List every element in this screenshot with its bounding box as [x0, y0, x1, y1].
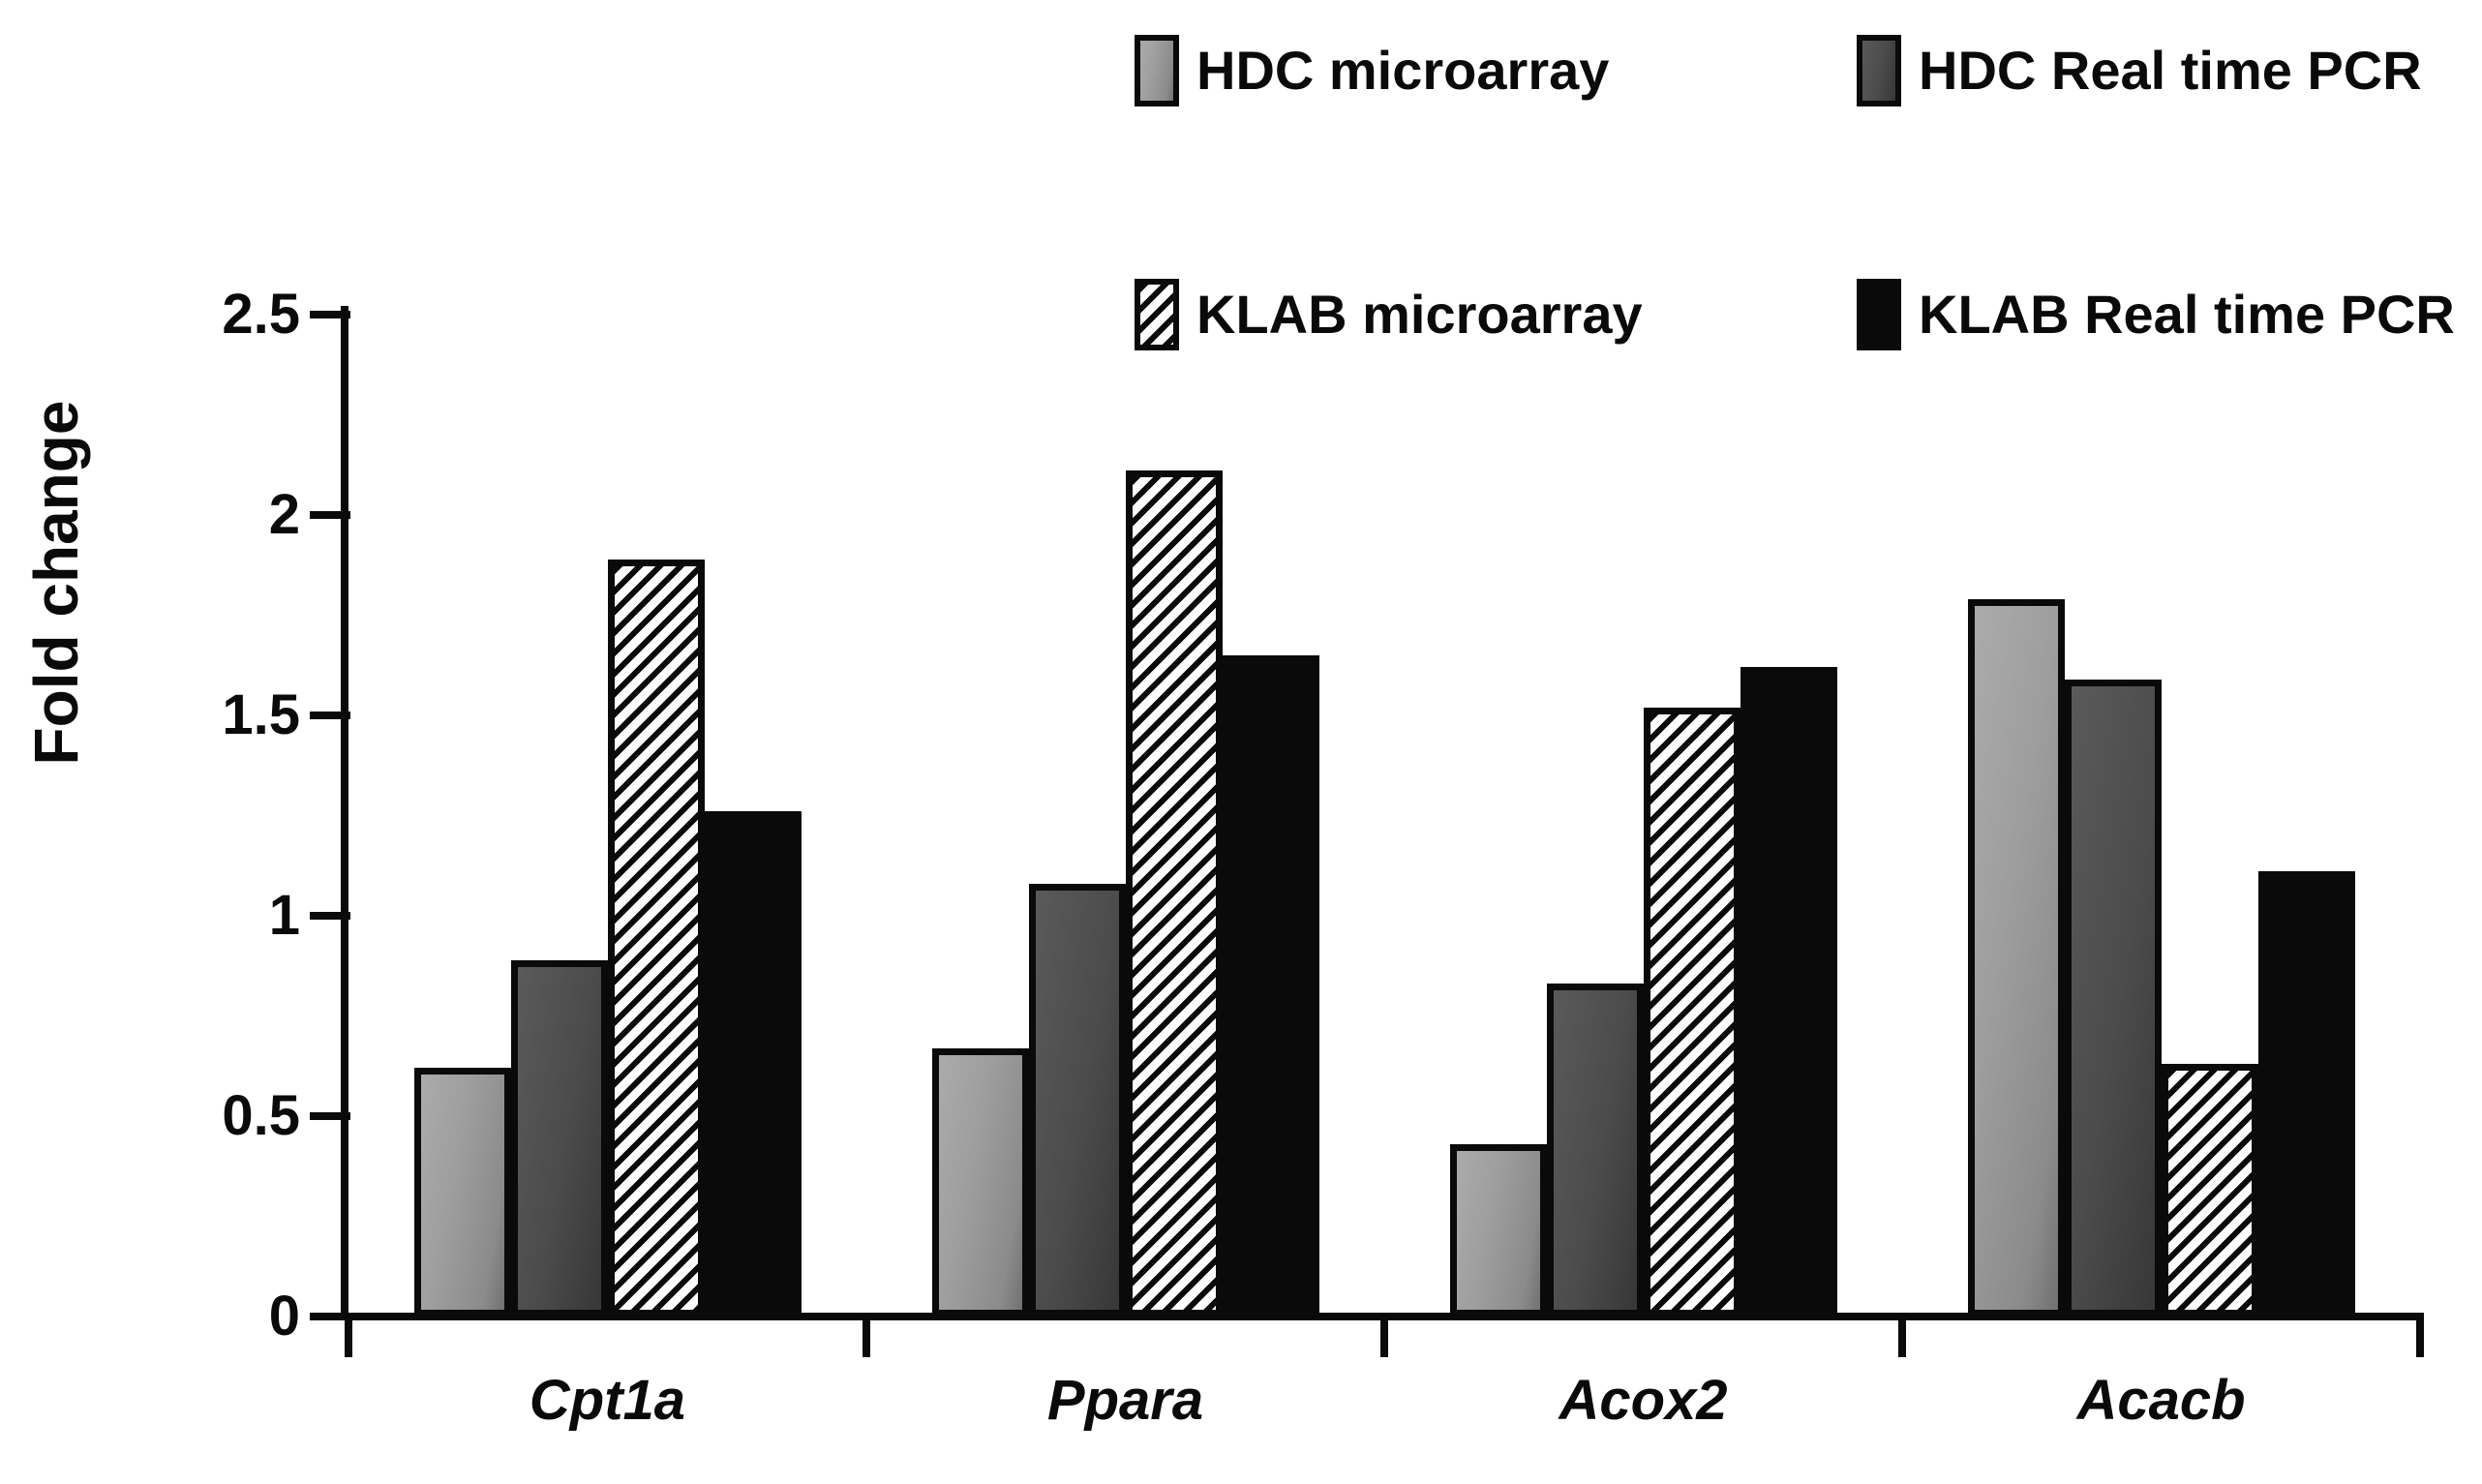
y-tick-0.5 [310, 1112, 350, 1120]
x-category-label-acox2: Acox2 [1559, 1369, 1728, 1432]
legend-marker-hdc-microarray-swatch-icon [1135, 35, 1179, 106]
bar-ppara-hdc-real-time-pcr [1029, 884, 1126, 1317]
legend-marker-klab-microarray-swatch-icon [1135, 279, 1179, 350]
y-tick-0 [310, 1313, 350, 1320]
bar-ppara-klab-microarray [1126, 470, 1223, 1317]
legend-label-klab-microarray: KLAB microarray [1196, 284, 1643, 345]
bar-acacb-klab-microarray [2162, 1064, 2258, 1317]
y-tick-1 [310, 912, 350, 920]
y-tick-label-0: 0 [268, 1285, 300, 1348]
x-tick-2 [1380, 1313, 1388, 1357]
bar-acox2-hdc-real-time-pcr [1547, 984, 1644, 1317]
bar-acacb-hdc-real-time-pcr [2065, 680, 2162, 1317]
bar-acox2-hdc-microarray [1450, 1144, 1547, 1317]
y-tick-label-0.5: 0.5 [222, 1084, 300, 1147]
bar-cpt1a-hdc-real-time-pcr [511, 960, 608, 1317]
x-category-label-cpt1a: Cpt1a [529, 1369, 686, 1432]
legend-marker-klab-real-time-pcr-swatch-icon [1857, 279, 1901, 350]
y-tick-2 [310, 511, 350, 519]
legend-label-hdc-real-time-pcr: HDC Real time PCR [1919, 40, 2422, 101]
x-tick-1 [863, 1313, 870, 1357]
bar-acox2-klab-microarray [1644, 708, 1740, 1317]
y-axis-title: Fold change [21, 400, 91, 766]
bar-cpt1a-hdc-microarray [414, 1068, 511, 1317]
bar-ppara-hdc-microarray [932, 1048, 1029, 1317]
bar-cpt1a-klab-real-time-pcr [705, 811, 802, 1317]
legend-item-klab-microarray: KLAB microarray [1135, 279, 1643, 350]
x-category-label-ppara: Ppara [1046, 1369, 1204, 1432]
y-tick-label-2.5: 2.5 [222, 283, 300, 346]
legend-item-hdc-microarray: HDC microarray [1135, 35, 1609, 106]
x-category-label-acacb: Acacb [2076, 1369, 2246, 1432]
x-tick-0 [345, 1313, 352, 1357]
legend-marker-hdc-real-time-pcr-swatch-icon [1857, 35, 1901, 106]
legend-item-klab-real-time-pcr: KLAB Real time PCR [1857, 279, 2455, 350]
x-tick-3 [1898, 1313, 1906, 1357]
bar-cpt1a-klab-microarray [608, 560, 705, 1317]
bar-acacb-klab-real-time-pcr [2258, 871, 2355, 1317]
x-tick-4 [2416, 1313, 2424, 1357]
legend-item-hdc-real-time-pcr: HDC Real time PCR [1857, 35, 2422, 106]
y-tick-2.5 [310, 311, 350, 318]
y-tick-label-2: 2 [268, 483, 300, 546]
legend-label-klab-real-time-pcr: KLAB Real time PCR [1919, 284, 2455, 345]
y-tick-label-1.5: 1.5 [222, 683, 300, 746]
bar-acacb-hdc-microarray [1968, 599, 2065, 1317]
legend-label-hdc-microarray: HDC microarray [1196, 40, 1610, 101]
y-tick-1.5 [310, 712, 350, 719]
y-tick-label-1: 1 [268, 884, 300, 947]
bar-ppara-klab-real-time-pcr [1223, 655, 1319, 1317]
y-axis-line [341, 306, 348, 1320]
bar-acox2-klab-real-time-pcr [1740, 667, 1837, 1317]
